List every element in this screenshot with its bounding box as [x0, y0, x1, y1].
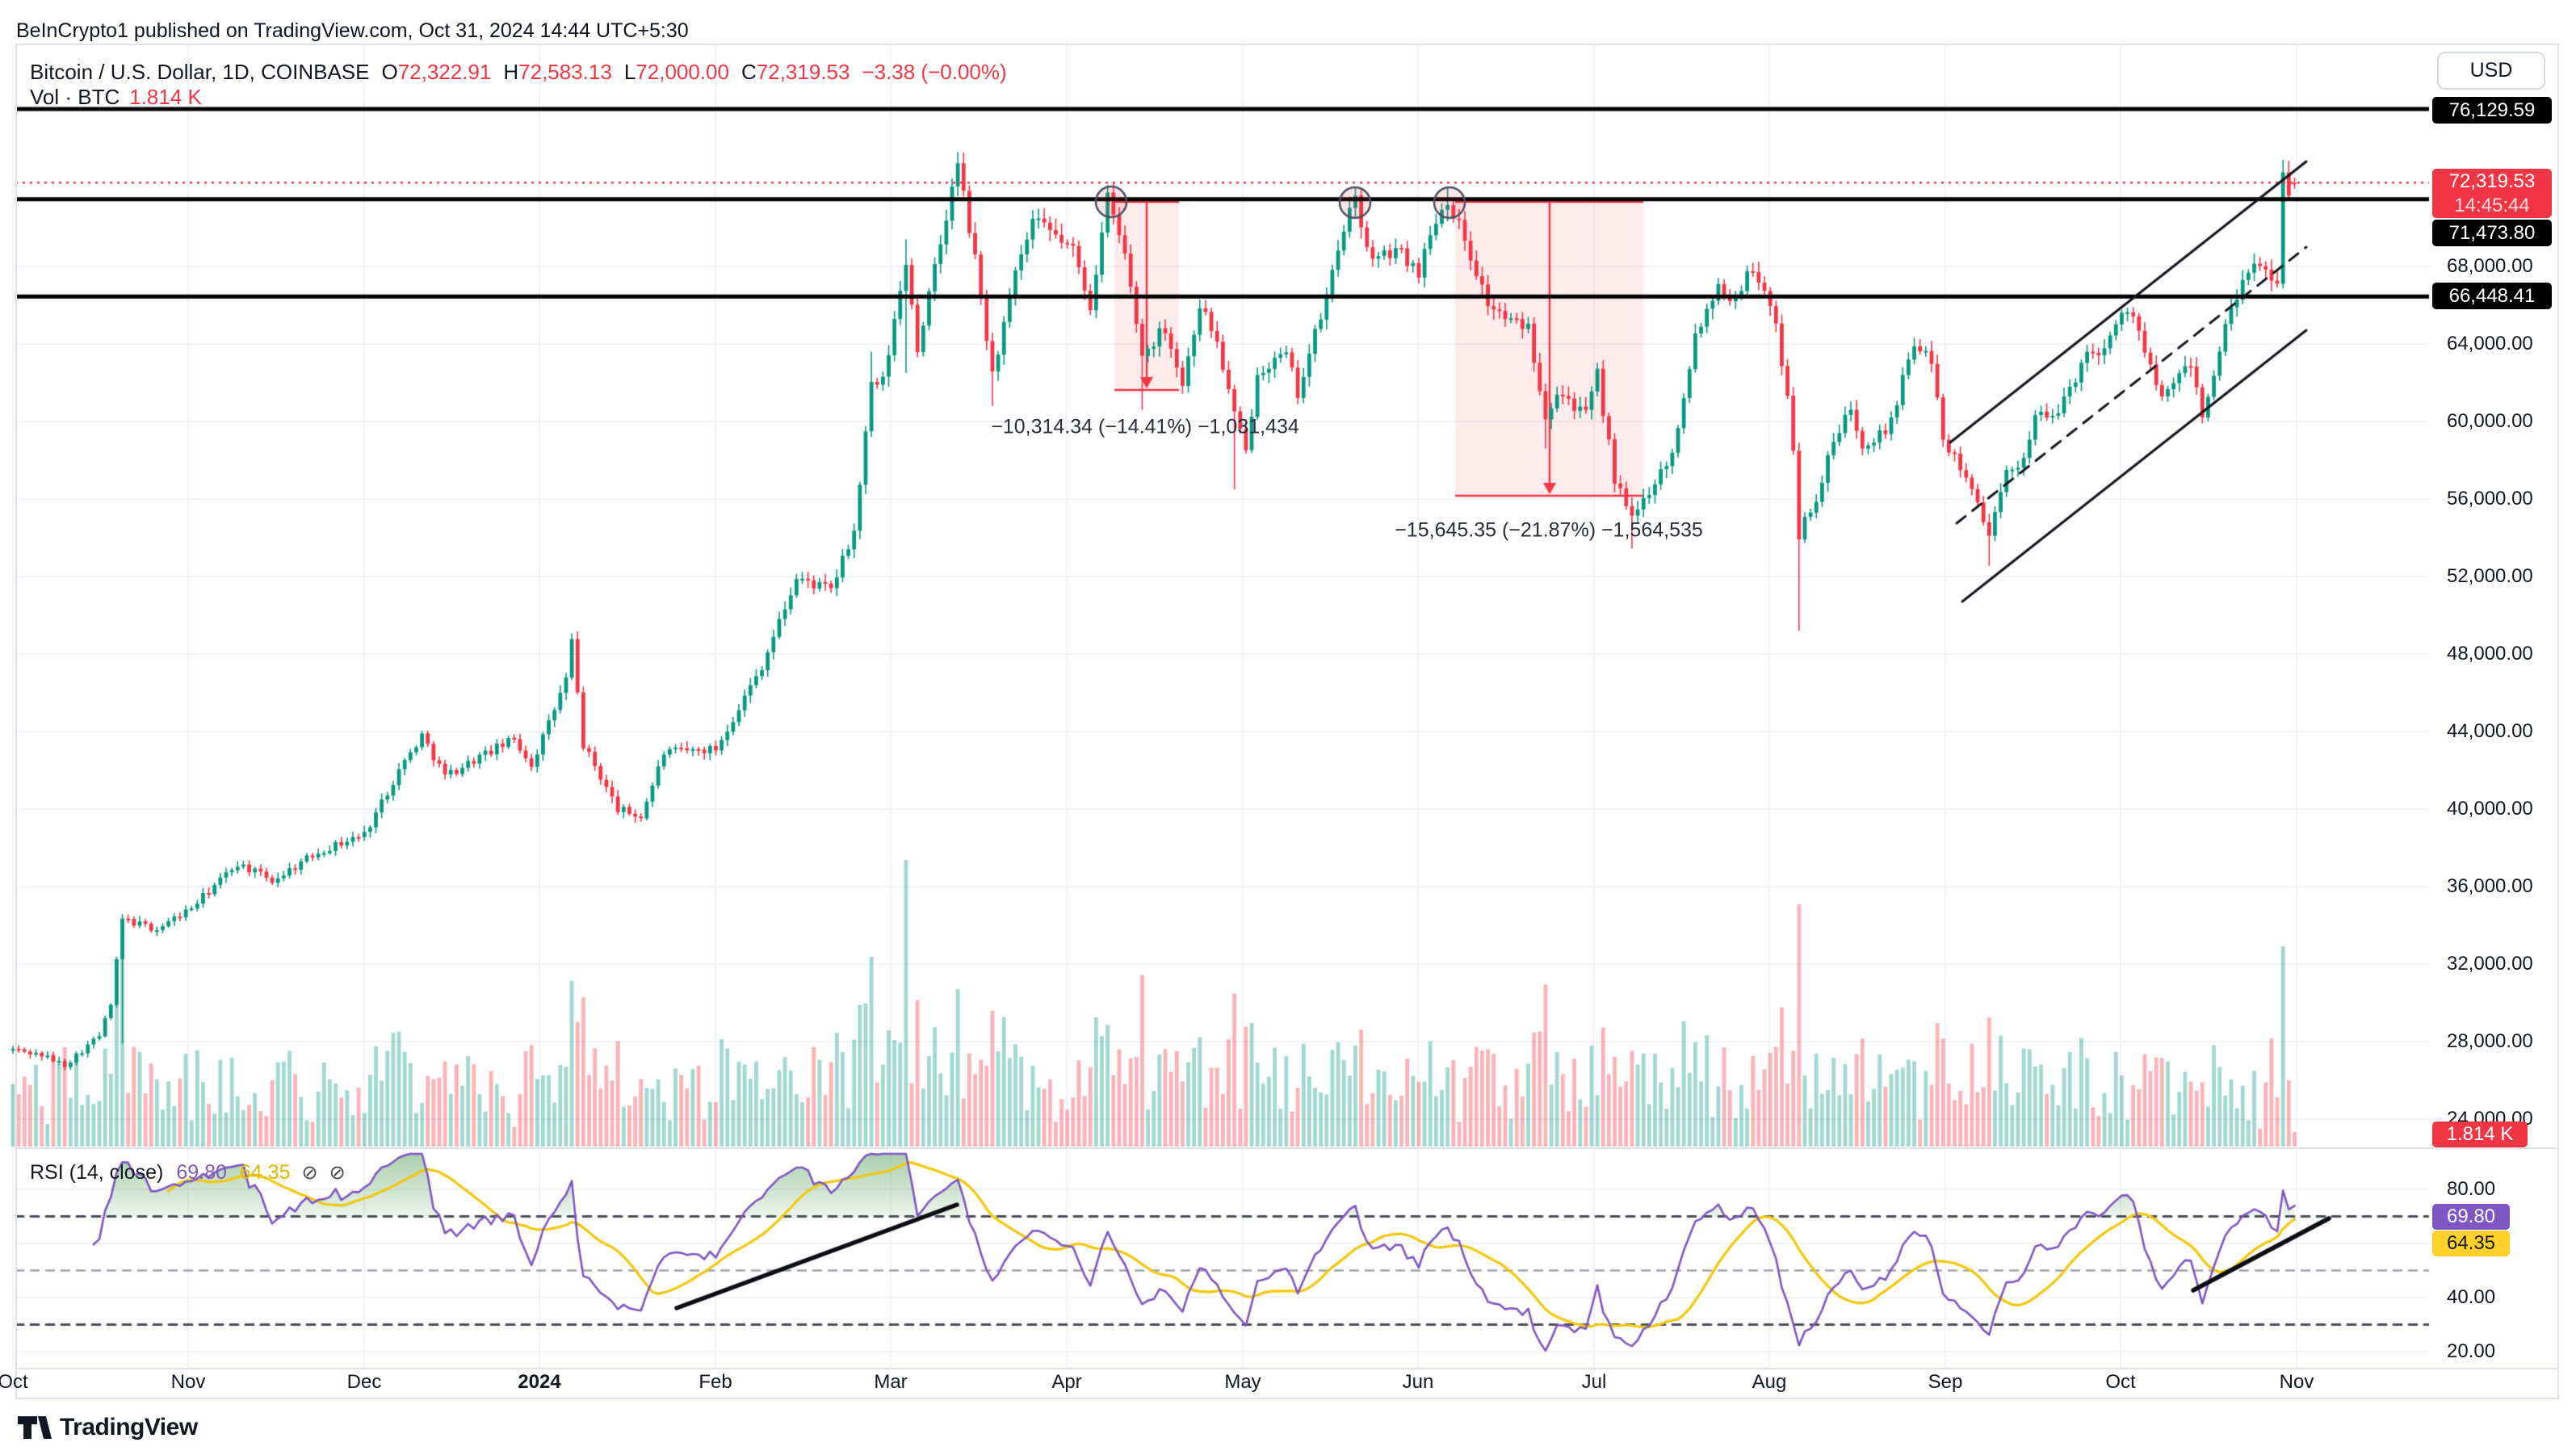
time-axis-month[interactable]: Aug [1752, 1371, 1787, 1393]
time-axis-month[interactable]: Jun [1402, 1371, 1434, 1393]
measure-label-april[interactable]: −10,314.34 (−14.41%) −1,031,434 [991, 415, 1299, 438]
attribution-text: BeInCrypto1 published on TradingView.com… [16, 19, 689, 42]
rsi-axis-tick: 40.00 [2447, 1286, 2496, 1308]
ohlc-value: 72,322.91 [397, 60, 492, 84]
price-axis-tick: 52,000.00 [2447, 565, 2533, 587]
last-price-value: 72,319.53 [2448, 170, 2536, 193]
rsi-legend[interactable]: RSI (14, close) 69.80 64.35 ⊘ ⊘ [30, 1161, 346, 1185]
price-axis-tick: 60,000.00 [2447, 410, 2533, 432]
price-axis-tick: 56,000.00 [2447, 488, 2533, 509]
ohlc-key: L [623, 60, 636, 84]
tradingview-brand-text: TradingView [60, 1414, 198, 1440]
timeaxis-separator [15, 1368, 2558, 1369]
rsi-ma-value: 64.35 [239, 1161, 291, 1184]
rsi-axis-tick: 80.00 [2447, 1178, 2496, 1200]
ohlc-values: O72,322.91 H72,583.13 L72,000.00 C72,319.53 [369, 60, 850, 84]
last-price-badge: 72,319.53 14:45:44 [2432, 169, 2552, 218]
chart-bottom-border [15, 1398, 2558, 1399]
time-axis-month[interactable]: Sep [1928, 1371, 1963, 1393]
rsi-value-badge: 69.80 [2432, 1204, 2510, 1230]
rsi-axis-tick: 20.00 [2447, 1340, 2496, 1362]
rsi-ma-badge: 64.35 [2432, 1231, 2510, 1256]
price-axis-tick: 36,000.00 [2447, 875, 2533, 897]
price-axis-tick: 64,000.00 [2447, 333, 2533, 354]
currency-axis-button[interactable]: USD [2437, 52, 2545, 90]
rsi-hide-icon-2[interactable]: ⊘ [329, 1162, 346, 1184]
price-level-badge: 71,473.80 [2432, 220, 2552, 246]
ohlc-value: 72,319.53 [756, 60, 850, 84]
volume-legend[interactable]: Vol · BTC 1.814 K [30, 85, 202, 110]
time-axis-month[interactable]: Nov [2279, 1371, 2314, 1393]
symbol-title[interactable]: Bitcoin / U.S. Dollar, 1D, COINBASE [30, 60, 370, 84]
price-level-badge: 76,129.59 [2432, 97, 2552, 124]
price-axis-tick: 68,000.00 [2447, 255, 2533, 277]
change-value: −3.38 (−0.00%) [862, 60, 1007, 84]
price-axis-tick: 32,000.00 [2447, 953, 2533, 975]
tradingview-logo-icon [18, 1416, 52, 1439]
symbol-legend[interactable]: Bitcoin / U.S. Dollar, 1D, COINBASE O72,3… [30, 60, 1007, 85]
ohlc-key: C [740, 60, 757, 84]
time-axis-month[interactable]: Oct [2105, 1371, 2136, 1393]
ohlc-key: O [381, 60, 398, 84]
time-axis-month[interactable]: Feb [699, 1371, 732, 1393]
price-level-badge: 66,448.41 [2432, 283, 2552, 309]
ohlc-value: 72,583.13 [518, 60, 612, 84]
pane-separator[interactable] [15, 1147, 2558, 1149]
chart-left-border [15, 44, 17, 1399]
rsi-hide-icon[interactable]: ⊘ [301, 1162, 318, 1184]
chart-top-border [15, 44, 2558, 45]
measure-label-june[interactable]: −15,645.35 (−21.87%) −1,564,535 [1395, 518, 1703, 542]
time-axis-month[interactable]: Dec [346, 1371, 382, 1393]
volume-badge: 1.814 K [2432, 1122, 2528, 1147]
price-axis-tick: 48,000.00 [2447, 643, 2533, 665]
price-axis-tick: 40,000.00 [2447, 798, 2533, 820]
ohlc-value: 72,000.00 [636, 60, 729, 84]
time-axis-month[interactable]: Nov [170, 1371, 206, 1393]
rsi-title[interactable]: RSI (14, close) [30, 1161, 164, 1184]
time-axis-month[interactable]: 2024 [518, 1371, 561, 1393]
time-axis-month[interactable]: May [1224, 1371, 1261, 1393]
price-axis-tick: 28,000.00 [2447, 1030, 2533, 1052]
volume-value: 1.814 K [129, 85, 202, 109]
price-axis-tick: 44,000.00 [2447, 720, 2533, 742]
time-axis-month[interactable]: Apr [1051, 1371, 1082, 1393]
rsi-value: 69.80 [176, 1161, 227, 1184]
tradingview-footer-logo[interactable]: TradingView [16, 1411, 198, 1444]
chart-right-border [2557, 44, 2559, 1399]
time-axis-month[interactable]: Oct [0, 1371, 28, 1393]
volume-label: Vol · BTC [30, 85, 120, 109]
time-axis-month[interactable]: Jul [1581, 1371, 1607, 1393]
time-axis-month[interactable]: Mar [874, 1371, 908, 1393]
countdown-timer: 14:45:44 [2454, 194, 2530, 216]
ohlc-key: H [503, 60, 519, 84]
